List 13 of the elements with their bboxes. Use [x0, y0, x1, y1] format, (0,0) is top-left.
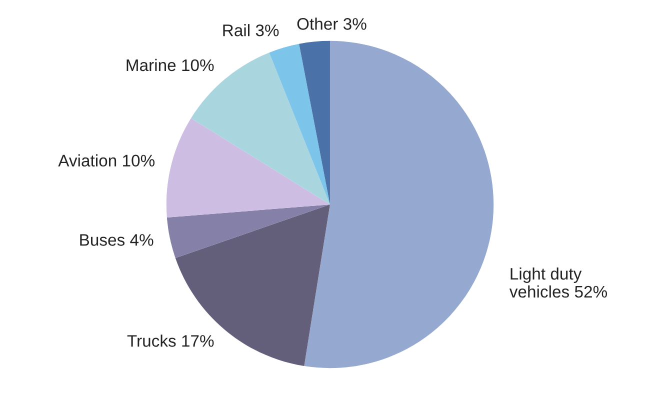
pie-slice	[269, 44, 330, 204]
slice-label: Marine 10%	[126, 58, 214, 72]
slice-label: Buses 4%	[80, 234, 154, 246]
slice-label: Trucks 17%	[127, 334, 214, 347]
slice-label: Light duty vehicles 52%	[509, 267, 608, 298]
slice-label: Aviation 10%	[58, 154, 155, 167]
pie-slice	[166, 204, 330, 258]
pie-slice	[299, 40, 330, 204]
slice-label: Other 3%	[297, 18, 366, 30]
slice-label: Rail 3%	[223, 24, 279, 36]
pie-slice	[166, 118, 330, 218]
pie-slice	[175, 204, 330, 366]
pie-slice	[304, 40, 494, 368]
